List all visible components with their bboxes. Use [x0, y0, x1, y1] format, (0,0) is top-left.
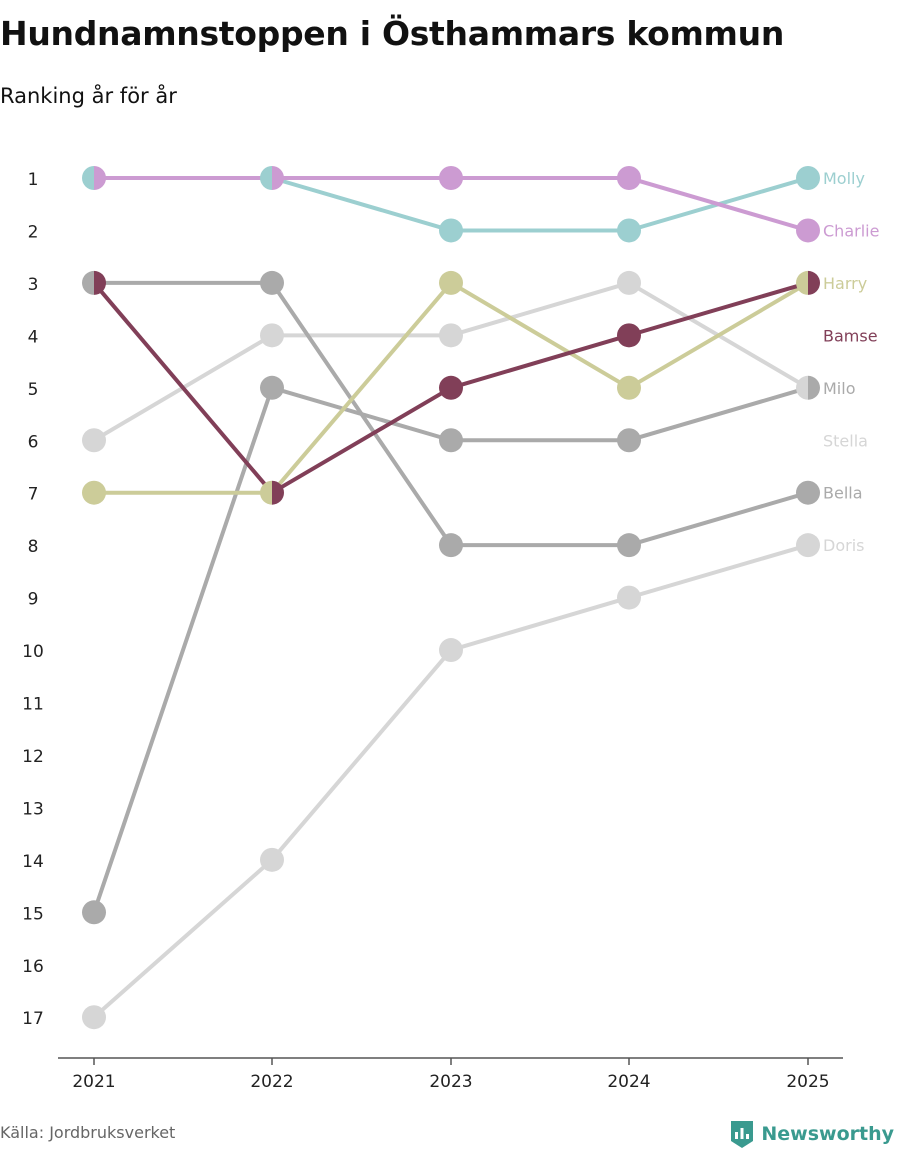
- data-point-bella: [617, 533, 641, 558]
- data-point-milo: [439, 428, 463, 453]
- x-tick-label: 2025: [786, 1072, 829, 1092]
- chart-subtitle: Ranking år för år: [0, 84, 177, 108]
- data-point-doris: [82, 1005, 106, 1030]
- series-label-harry: Harry: [823, 274, 867, 293]
- y-tick-label: 5: [28, 380, 39, 400]
- data-point-stella: [260, 323, 284, 348]
- y-tick-label: 8: [28, 537, 39, 557]
- x-tick-label: 2023: [429, 1072, 472, 1092]
- series-line-doris: [92, 543, 810, 1020]
- series-points: [82, 166, 820, 1030]
- series-line-stella: [92, 280, 810, 443]
- data-point-bamse: [617, 323, 641, 348]
- data-point-harry: [82, 480, 106, 505]
- data-point-bamse: [439, 375, 463, 400]
- data-point-bella: [82, 270, 94, 295]
- data-point-harry: [260, 480, 272, 505]
- data-point-charlie: [272, 166, 284, 190]
- data-point-milo: [808, 375, 820, 400]
- series-label-molly: Molly: [823, 169, 865, 188]
- data-point-stella: [796, 375, 808, 400]
- data-point-charlie: [796, 218, 820, 243]
- data-point-bamse: [272, 480, 284, 505]
- data-point-doris: [260, 847, 284, 872]
- x-tick-label: 2024: [607, 1072, 650, 1092]
- data-point-bamse: [94, 270, 107, 295]
- y-tick-label: 4: [28, 327, 39, 347]
- data-point-molly: [82, 166, 94, 190]
- data-point-stella: [439, 323, 463, 348]
- y-tick-label: 13: [22, 799, 44, 819]
- x-tick-label: 2022: [250, 1072, 293, 1092]
- y-tick-label: 16: [22, 957, 44, 977]
- brand-name: Newsworthy: [761, 1123, 894, 1145]
- series-label-bamse: Bamse: [823, 326, 878, 345]
- y-tick-label: 10: [22, 642, 44, 662]
- data-point-charlie: [94, 166, 106, 190]
- data-point-harry: [439, 270, 463, 295]
- y-tick-label: 2: [28, 222, 39, 242]
- data-point-stella: [82, 428, 106, 453]
- data-point-milo: [82, 900, 106, 925]
- series-label-charlie: Charlie: [823, 221, 879, 240]
- data-point-stella: [617, 270, 641, 295]
- series-labels: Molly Charlie Harry Bamse Milo Stella Bella Dor…: [823, 169, 879, 555]
- chart-title: Hundnamnstoppen i Östhammars kommun: [0, 14, 785, 53]
- data-point-molly: [617, 218, 641, 243]
- data-point-molly: [439, 218, 463, 243]
- data-point-bamse: [808, 270, 820, 295]
- y-tick-label: 14: [22, 852, 44, 872]
- data-point-charlie: [439, 166, 463, 190]
- data-point-bella: [439, 533, 463, 558]
- data-point-milo: [617, 428, 641, 453]
- x-tick-label: 2021: [72, 1072, 115, 1092]
- series-label-bella: Bella: [823, 484, 863, 503]
- y-tick-label: 6: [28, 432, 39, 452]
- series-label-doris: Doris: [823, 536, 864, 555]
- series-label-stella: Stella: [823, 431, 868, 450]
- y-tick-label: 17: [22, 1009, 44, 1029]
- y-tick-label: 12: [22, 747, 44, 767]
- data-point-bella: [796, 480, 820, 505]
- y-tick-label: 3: [28, 275, 39, 295]
- data-point-molly: [796, 166, 820, 190]
- data-point-harry: [617, 375, 641, 400]
- newsworthy-icon: [731, 1121, 754, 1148]
- brand-logo: Newsworthy: [729, 1119, 894, 1149]
- y-tick-label: 9: [28, 590, 39, 610]
- y-tick-label: 7: [28, 485, 39, 505]
- data-point-molly: [260, 166, 272, 190]
- source-note: Källa: Jordbruksverket: [0, 1123, 176, 1142]
- data-point-milo: [260, 375, 284, 400]
- data-point-doris: [796, 533, 820, 558]
- series-line-bella: [92, 280, 810, 548]
- data-point-charlie: [617, 166, 641, 190]
- y-tick-label: 15: [22, 904, 44, 924]
- series-label-milo: Milo: [823, 379, 855, 398]
- x-axis: 2021 2022 2023 2024 2025: [58, 1057, 843, 1092]
- data-point-harry: [796, 270, 808, 295]
- series-lines: [92, 176, 810, 1020]
- data-point-doris: [439, 638, 463, 663]
- y-tick-label: 11: [22, 695, 44, 715]
- data-point-doris: [617, 585, 641, 610]
- data-point-bella: [260, 270, 284, 295]
- y-tick-label: 1: [28, 170, 39, 190]
